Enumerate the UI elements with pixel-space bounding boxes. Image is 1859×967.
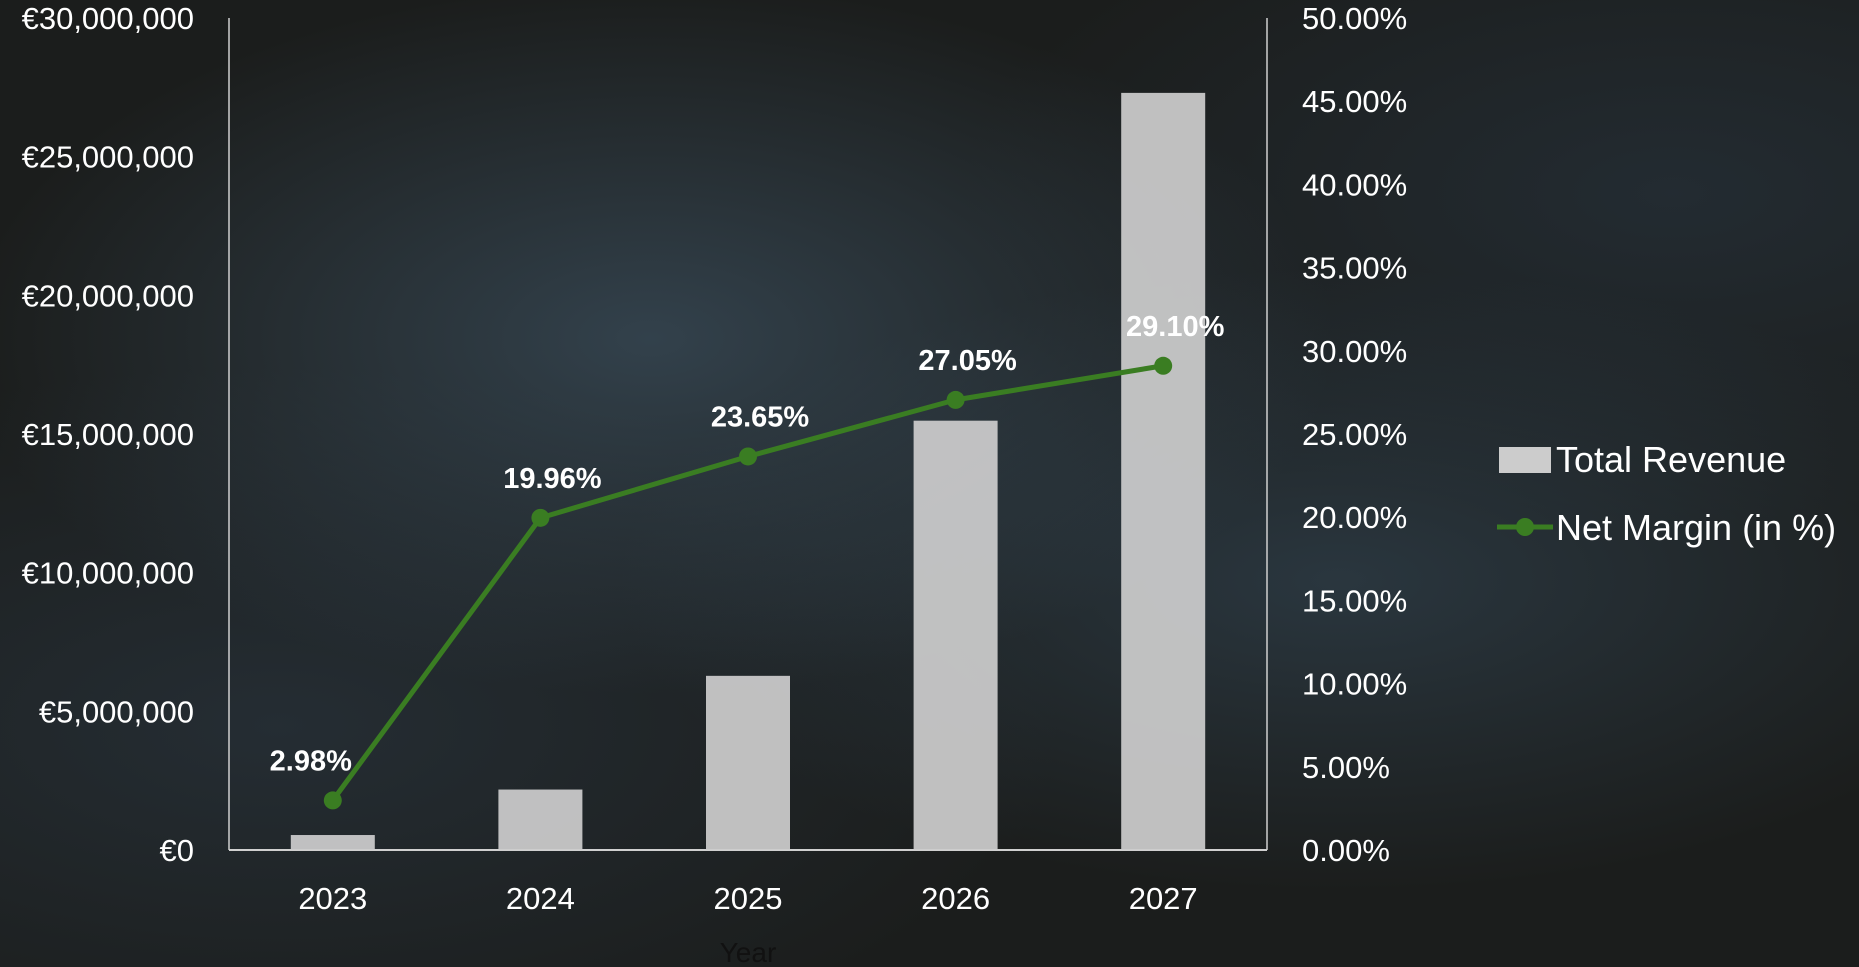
margin-marker: [531, 508, 550, 527]
x-axis-tick-label: 2024: [506, 881, 575, 916]
x-axis-tick-label: 2026: [921, 881, 990, 916]
revenue-bar: [290, 835, 375, 850]
legend-revenue-label: Total Revenue: [1556, 439, 1786, 480]
legend-margin-label: Net Margin (in %): [1556, 507, 1836, 548]
right-axis-tick-label: 45.00%: [1302, 84, 1407, 119]
revenue-bar: [1121, 92, 1206, 850]
revenue-bar: [706, 675, 790, 850]
left-axis-tick-label: €10,000,000: [22, 556, 194, 591]
x-axis-title: Year: [720, 937, 777, 967]
right-axis-tick-label: 0.00%: [1302, 833, 1390, 868]
margin-data-label: 23.65%: [711, 401, 810, 433]
legend-margin-marker: [1516, 518, 1534, 536]
right-axis-ticks: 0.00% 5.00% 10.00% 15.00% 20.00% 25.00% 30.00%…: [1302, 1, 1407, 868]
margin-data-label: 2.98%: [270, 745, 352, 777]
margin-data-label: 19.96%: [503, 463, 602, 495]
legend: Total Revenue Net Margin (in %): [1497, 439, 1836, 548]
right-axis-tick-label: 10.00%: [1302, 667, 1407, 702]
margin-data-label: 27.05%: [918, 345, 1017, 377]
left-axis-tick-label: €5,000,000: [39, 694, 194, 729]
right-axis-tick-label: 25.00%: [1302, 417, 1407, 452]
left-axis-tick-label: €15,000,000: [22, 417, 194, 452]
right-axis-tick-label: 20.00%: [1302, 500, 1407, 535]
right-axis-tick-label: 50.00%: [1302, 1, 1407, 36]
left-axis-tick-label: €0: [160, 833, 194, 868]
left-axis-tick-label: €25,000,000: [22, 140, 194, 175]
margin-line-series: 2.98% 19.96% 23.65% 27.05% 29.10%: [270, 311, 1225, 810]
x-axis-tick-label: 2023: [298, 881, 367, 916]
margin-marker: [946, 390, 965, 409]
left-axis-tick-label: €30,000,000: [22, 1, 194, 36]
revenue-bars: [290, 92, 1206, 850]
margin-marker: [1154, 356, 1173, 375]
right-axis-tick-label: 40.00%: [1302, 167, 1407, 202]
x-axis-ticks: 2023 2024 2025 2026 2027: [298, 881, 1197, 916]
right-axis-tick-label: 30.00%: [1302, 334, 1407, 369]
margin-marker: [323, 791, 342, 810]
margin-data-label: 29.10%: [1126, 311, 1225, 343]
right-axis-tick-label: 5.00%: [1302, 750, 1390, 785]
left-axis-tick-label: €20,000,000: [22, 278, 194, 313]
revenue-bar: [498, 789, 583, 850]
revenue-bar: [913, 420, 998, 850]
left-axis-ticks: €0 €5,000,000 €10,000,000 €15,000,000 €20,00…: [22, 1, 194, 868]
x-axis-tick-label: 2025: [714, 881, 783, 916]
right-axis-tick-label: 35.00%: [1302, 251, 1407, 286]
margin-marker: [739, 447, 757, 466]
right-axis-tick-label: 15.00%: [1302, 583, 1407, 618]
x-axis-tick-label: 2027: [1129, 881, 1198, 916]
legend-revenue-swatch: [1499, 447, 1551, 473]
